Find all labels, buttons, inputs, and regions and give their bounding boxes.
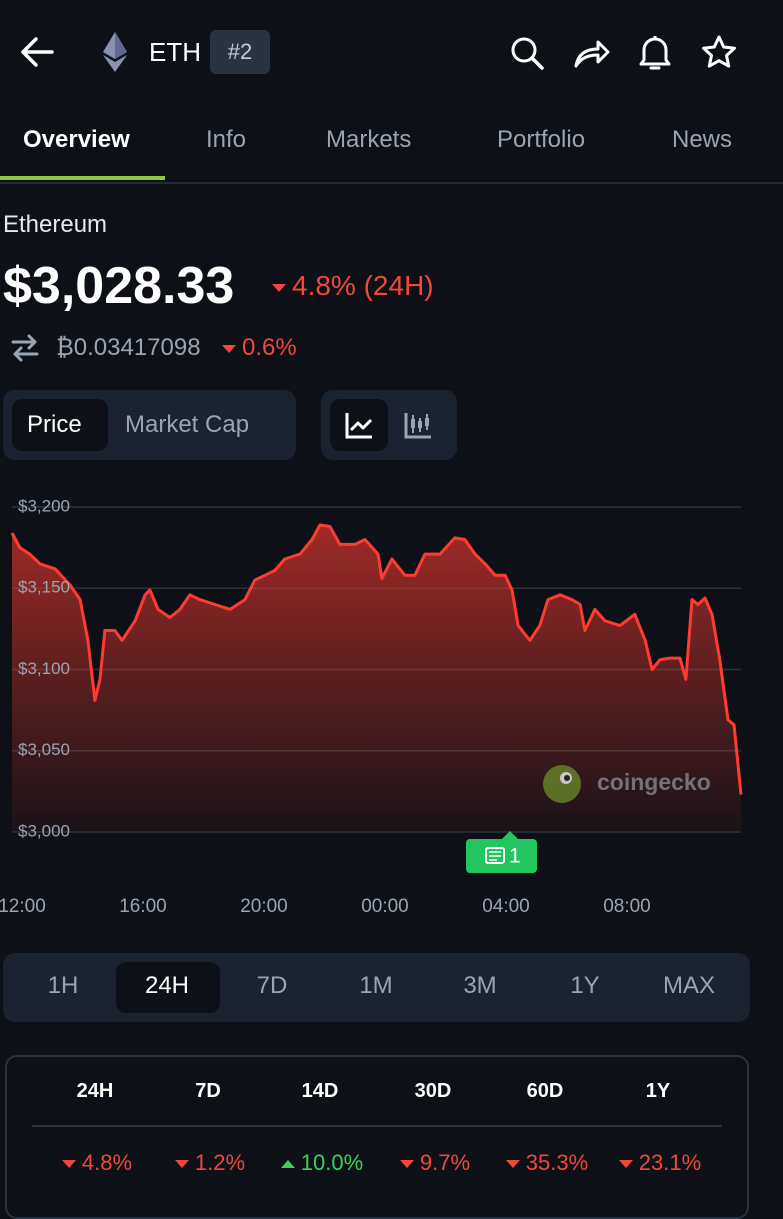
period-change-text: 1.2%	[194, 1150, 246, 1175]
btc-change-text: 0.6%	[242, 334, 297, 361]
x-tick-label: 08:00	[603, 896, 651, 917]
down-arrow	[618, 1160, 633, 1169]
period-change: 1.2%	[155, 1150, 265, 1176]
candle-chart-icon[interactable]	[403, 410, 433, 440]
y-tick-label: $3,150	[18, 578, 70, 597]
period-change: 4.8%	[42, 1150, 152, 1176]
down-arrow	[222, 344, 236, 353]
range-option[interactable]: 1H	[47, 972, 79, 999]
price-change: 4.8% (24H)	[272, 270, 434, 302]
x-tick-label: 04:00	[482, 896, 530, 917]
watermark-text: coingecko	[597, 769, 711, 795]
convert-icon	[11, 334, 39, 362]
down-arrow	[272, 283, 286, 292]
eth-logo	[103, 32, 127, 72]
tab-indicator	[0, 176, 165, 180]
range-option[interactable]: 3M	[463, 972, 497, 999]
x-tick-label: 16:00	[119, 896, 167, 917]
news-count: 1	[509, 845, 521, 868]
period-change: 23.1%	[605, 1150, 715, 1176]
watermark: coingecko	[543, 765, 711, 803]
up-arrow	[280, 1160, 295, 1169]
btc-price: ₿0.03417098	[56, 334, 201, 361]
alert-icon[interactable]	[636, 32, 674, 72]
period-change-text: 10.0%	[300, 1150, 364, 1175]
x-tick-label: 12:00	[0, 896, 46, 917]
x-tick-label: 20:00	[240, 896, 288, 917]
favorite-icon[interactable]	[700, 34, 738, 72]
coin-name: Ethereum	[3, 211, 108, 238]
back-button[interactable]	[18, 32, 58, 72]
toggle-option[interactable]: Price	[27, 411, 82, 438]
range-option[interactable]: MAX	[662, 972, 715, 999]
toggle-selected	[12, 399, 108, 451]
rank-badge: #2	[210, 30, 270, 74]
y-tick-label: $3,200	[18, 496, 70, 515]
period-change: 10.0%	[267, 1150, 377, 1176]
tab[interactable]: Info	[206, 126, 247, 153]
tab[interactable]: Portfolio	[497, 126, 586, 153]
y-tick-label: $3,050	[18, 740, 70, 759]
price: $3,028.33	[3, 257, 235, 315]
period-header: 24H	[76, 1080, 114, 1102]
line-chart-icon[interactable]	[344, 410, 374, 440]
range-selected	[116, 962, 220, 1013]
period-change: 9.7%	[380, 1150, 490, 1176]
table-divider	[32, 1125, 722, 1127]
down-arrow	[61, 1160, 76, 1169]
range-option[interactable]: 1M	[359, 972, 393, 999]
period-change-text: 35.3%	[525, 1150, 589, 1175]
price-change-text: 4.8% (24H)	[292, 270, 434, 301]
share-icon[interactable]	[572, 34, 610, 72]
period-change: 35.3%	[492, 1150, 602, 1176]
period-change-text: 23.1%	[638, 1150, 702, 1175]
search-icon[interactable]	[508, 34, 546, 72]
coin-symbol: ETH	[149, 37, 201, 67]
period-header: 14D	[301, 1080, 339, 1102]
x-tick-label: 00:00	[361, 896, 409, 917]
news-badge[interactable]: 1	[466, 831, 537, 873]
period-change-text: 9.7%	[419, 1150, 471, 1175]
btc-change: 0.6%	[222, 334, 297, 362]
toggle-option[interactable]: Market Cap	[125, 411, 250, 438]
period-header: 30D	[414, 1080, 452, 1102]
period-header: 60D	[526, 1080, 564, 1102]
down-arrow	[399, 1160, 414, 1169]
down-arrow	[505, 1160, 520, 1169]
price-area	[12, 524, 741, 832]
period-header: 1Y	[645, 1080, 671, 1102]
y-tick-label: $3,100	[18, 659, 70, 678]
divider	[0, 182, 783, 184]
down-arrow	[174, 1160, 189, 1169]
price-line	[10, 523, 743, 795]
range-option[interactable]: 24H	[144, 972, 190, 999]
period-header: 7D	[195, 1080, 221, 1102]
range-option[interactable]: 1Y	[570, 972, 600, 999]
tab[interactable]: Markets	[326, 126, 412, 153]
range-option[interactable]: 7D	[256, 972, 288, 999]
period-change-text: 4.8%	[81, 1150, 133, 1175]
tab[interactable]: Overview	[23, 126, 130, 153]
tab[interactable]: News	[672, 126, 733, 153]
price-chart: coingecko 1 $3,000 $3,050 $3,100 $3,150 $3,2…	[0, 496, 743, 917]
y-tick-label: $3,000	[18, 821, 70, 840]
